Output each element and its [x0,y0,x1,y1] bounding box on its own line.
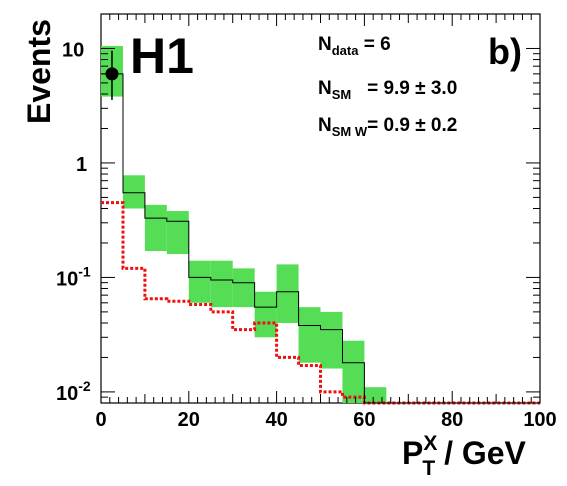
sm-band-bin [298,307,321,363]
n-data-value: = 6 [358,34,390,55]
x-tick-label: 40 [265,409,287,431]
sm-band-bin [342,340,365,403]
panel-label: b) [488,31,522,72]
sm-band-bin [320,311,343,369]
n-sm-sub: SM [332,87,352,102]
n-data-sub: data [332,43,360,58]
x-tick-label: 20 [178,409,200,431]
sm-band-bin [254,291,277,338]
experiment-label: H1 [130,28,194,84]
x-label-unit: / GeV [435,435,526,471]
n-sm-w-sub: SM W [332,124,368,139]
sm-band-bin [210,260,233,308]
sm-band-bin [188,260,211,303]
data-points [105,50,119,100]
y-tick-label: 1 [76,154,87,176]
sm-uncertainty-band [101,46,387,403]
n-sm-value: = 9.9 ± 3.0 [351,78,457,99]
sm-band-bin [144,204,167,252]
y-tick-label: 10-2 [56,378,91,405]
y-tick-label: 10 [62,39,84,61]
n-sm-main: N [318,78,332,99]
sm-band-bin [166,211,189,255]
sm-total-line [101,73,540,404]
sm-band-bin [122,175,145,209]
n-sm-w-text: NSM W= 0.9 ± 0.2 [318,115,457,139]
data-point [105,67,119,81]
x-label-main: P [402,435,423,471]
sm-band-bin [364,387,387,403]
x-label-sup: X [423,432,437,455]
sm-total-histogram [101,73,540,404]
n-sm-text: NSM = 9.9 ± 3.0 [318,78,457,102]
x-label-sub: T [422,457,435,480]
x-tick-label: 100 [523,409,556,431]
sm-band-bin [276,264,299,323]
sm-band-bin [232,268,255,308]
x-tick-label: 80 [441,409,463,431]
n-sm-w-main: N [318,115,332,136]
y-axis-label: Events [21,19,57,124]
n-data-main: N [318,34,332,55]
x-tick-label: 60 [353,409,375,431]
n-sm-w-value: = 0.9 ± 0.2 [367,115,457,136]
y-axis-ticks: 10-2 10-1 1 10 [56,13,540,405]
x-axis-ticks: 0 20 40 60 80 100 [95,14,557,431]
n-data-text: Ndata = 6 [318,34,391,58]
y-tick-label: 10-1 [56,263,91,290]
x-tick-label: 0 [95,409,106,431]
x-axis-label: PX T / GeV [402,432,527,480]
